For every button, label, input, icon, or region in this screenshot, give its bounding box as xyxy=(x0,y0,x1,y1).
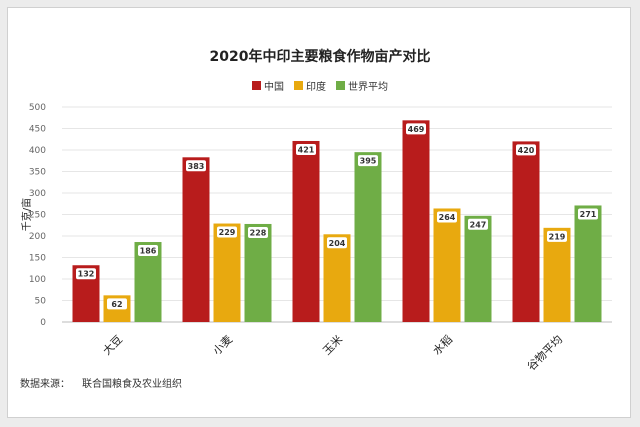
legend-item-world: 世界平均 xyxy=(336,78,388,93)
data-label: 229 xyxy=(219,228,236,237)
bar xyxy=(512,141,540,322)
bar xyxy=(323,234,351,322)
data-label: 395 xyxy=(360,157,377,166)
legend-label-india: 印度 xyxy=(306,82,326,93)
chart-legend: 中国 印度 世界平均 xyxy=(0,78,640,93)
data-label-box xyxy=(138,245,158,257)
data-label-box xyxy=(107,298,127,310)
data-label-box xyxy=(327,237,347,249)
data-label: 228 xyxy=(250,228,267,237)
data-label-box xyxy=(358,155,378,167)
data-label-box xyxy=(516,144,536,156)
data-label: 421 xyxy=(298,145,315,154)
y-tick-label: 400 xyxy=(29,146,46,156)
legend-swatch-china xyxy=(252,81,261,90)
y-tick-label: 50 xyxy=(35,297,47,307)
x-category-label: 玉米 xyxy=(320,333,345,358)
data-label-box xyxy=(406,123,426,135)
data-label: 62 xyxy=(111,300,122,309)
y-tick-label: 100 xyxy=(29,275,46,285)
source-label: 数据来源： xyxy=(20,379,70,390)
y-tick-label: 250 xyxy=(29,211,46,221)
bar xyxy=(213,223,241,322)
legend-label-china: 中国 xyxy=(264,82,284,93)
data-label: 186 xyxy=(140,247,157,256)
data-label: 204 xyxy=(329,239,346,248)
bar xyxy=(574,205,602,322)
bar xyxy=(433,208,461,322)
data-label-box xyxy=(547,230,567,242)
bar xyxy=(354,152,382,322)
y-tick-label: 200 xyxy=(29,232,46,242)
source-text: 联合国粮食及农业组织 xyxy=(82,379,182,390)
y-tick-label: 350 xyxy=(29,168,46,178)
data-label-box xyxy=(248,226,268,238)
x-category-label: 水稻 xyxy=(430,333,455,358)
bar xyxy=(292,140,320,322)
data-label: 219 xyxy=(549,232,566,241)
x-category-label: 大豆 xyxy=(100,332,125,357)
chart-title: 2020年中印主要粮食作物亩产对比 xyxy=(209,49,431,65)
data-label-box xyxy=(578,208,598,220)
y-tick-label: 0 xyxy=(40,318,46,328)
data-label: 247 xyxy=(470,220,487,229)
data-label-box xyxy=(76,268,96,280)
legend-item-china: 中国 xyxy=(252,78,284,93)
legend-swatch-india xyxy=(294,81,303,90)
x-category-label: 小麦 xyxy=(210,333,235,358)
bar xyxy=(402,120,430,322)
data-label-box xyxy=(186,160,206,172)
y-tick-label: 300 xyxy=(29,189,46,199)
data-label-box xyxy=(217,226,237,238)
legend-swatch-world xyxy=(336,81,345,90)
source-note: 数据来源： 联合国粮食及农业组织 xyxy=(20,375,194,390)
data-label: 271 xyxy=(580,210,597,219)
y-tick-label: 450 xyxy=(29,125,46,135)
legend-item-india: 印度 xyxy=(294,78,326,93)
data-label-box xyxy=(437,211,457,223)
y-axis-label: 千克/亩 xyxy=(20,198,33,231)
bar xyxy=(464,215,492,322)
data-label-box xyxy=(296,143,316,155)
data-label: 132 xyxy=(78,270,95,279)
data-label: 469 xyxy=(408,125,425,134)
y-tick-label: 500 xyxy=(29,103,46,113)
y-tick-label: 150 xyxy=(29,254,46,264)
data-label: 420 xyxy=(518,146,535,155)
data-label-box xyxy=(468,218,488,230)
bar xyxy=(543,227,571,322)
legend-label-world: 世界平均 xyxy=(348,82,388,93)
data-label: 264 xyxy=(439,213,456,222)
x-category-label: 谷物平均 xyxy=(524,332,565,373)
data-label: 383 xyxy=(188,162,205,171)
bar xyxy=(182,157,210,322)
bar xyxy=(244,223,272,322)
